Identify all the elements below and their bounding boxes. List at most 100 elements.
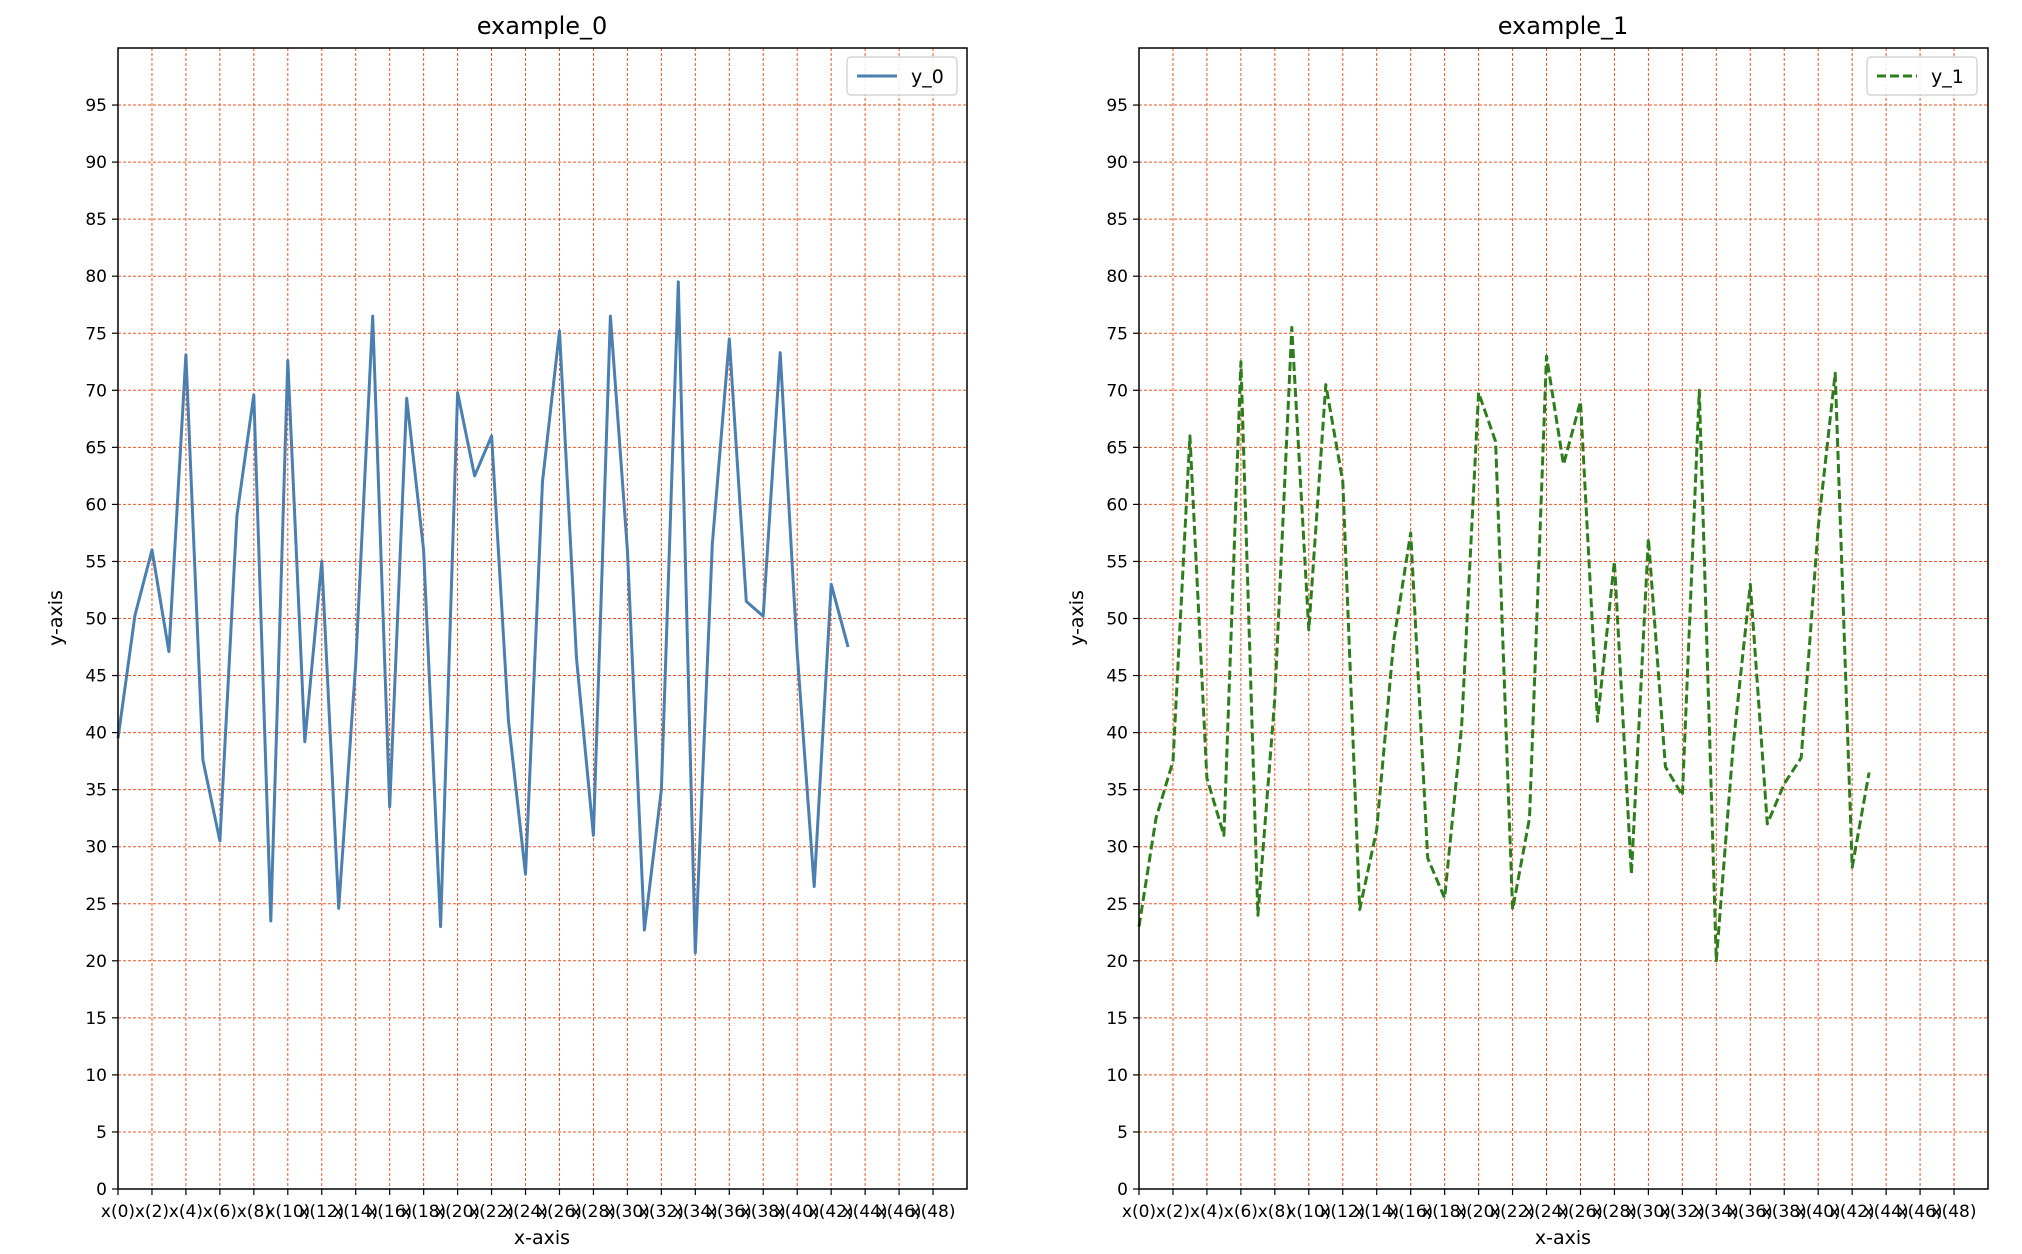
x-tick-label: x(10) xyxy=(1286,1202,1331,1222)
x-tick-label: x(4) xyxy=(169,1202,203,1222)
y-tick-label: 50 xyxy=(1106,610,1128,630)
y-axis-label: y-axis xyxy=(45,590,67,646)
x-tick-label: x(40) xyxy=(1796,1202,1841,1222)
y-tick-label: 40 xyxy=(1106,724,1128,744)
x-tick-label: x(36) xyxy=(1728,1202,1773,1222)
x-tick-label: x(40) xyxy=(775,1202,820,1222)
y-axis-ticks: 0 5 10 15 20 25 30 35 40 45 50 55 60 65 70 75 80 85 90 95 xyxy=(85,96,118,1200)
grid xyxy=(1139,48,1988,1189)
y-tick-label: 5 xyxy=(96,1123,107,1143)
legend: y_1 xyxy=(1866,56,1978,96)
x-tick-label: x(42) xyxy=(809,1202,854,1222)
legend-label: y_1 xyxy=(1931,66,1964,88)
y-tick-label: 5 xyxy=(1117,1123,1128,1143)
y-tick-label: 50 xyxy=(85,610,107,630)
y-tick-label: 55 xyxy=(1106,552,1128,572)
x-tick-label: x(32) xyxy=(639,1202,684,1222)
legend-label: y_0 xyxy=(911,66,944,88)
series-lines xyxy=(116,280,850,955)
y-tick-label: 75 xyxy=(1106,324,1128,344)
x-tick-label: x(30) xyxy=(1626,1202,1671,1222)
x-tick-label: x(22) xyxy=(1490,1202,1535,1222)
x-tick-label: x(36) xyxy=(707,1202,752,1222)
y-tick-label: 45 xyxy=(1106,667,1128,687)
x-tick-label: x(6) xyxy=(203,1202,237,1222)
x-axis-ticks: x(0) x(2) x(4) x(6) x(8)x(10)x(12)x(14)x(16)… xyxy=(101,1189,956,1222)
x-tick-label: x(8) xyxy=(237,1202,271,1222)
y-tick-label: 65 xyxy=(85,438,107,458)
y-tick-label: 70 xyxy=(1106,381,1128,401)
x-tick-label: x(42) xyxy=(1830,1202,1875,1222)
chart-title: example_0 xyxy=(477,12,608,40)
axes-frame xyxy=(117,47,968,1190)
x-tick-label: x(18) xyxy=(1422,1202,1467,1222)
x-tick-label: x(14) xyxy=(1354,1202,1399,1222)
y-axis-label: y-axis xyxy=(1066,590,1088,646)
series-lines xyxy=(1137,326,1871,963)
x-tick-label: x(0) xyxy=(101,1202,135,1222)
y-tick-label: 15 xyxy=(85,1009,107,1029)
x-tick-label: x(10) xyxy=(265,1202,310,1222)
x-tick-label: x(46) xyxy=(1898,1202,1943,1222)
x-tick-label: x(2) xyxy=(1156,1202,1190,1222)
legend-box xyxy=(846,56,958,96)
x-tick-label: x(26) xyxy=(1558,1202,1603,1222)
y-tick-label: 80 xyxy=(85,267,107,287)
x-tick-label: x(0) xyxy=(1122,1202,1156,1222)
y-tick-label: 40 xyxy=(85,724,107,744)
y-tick-label: 10 xyxy=(1106,1066,1128,1086)
legend: y_0 xyxy=(846,56,958,96)
x-tick-label: x(2) xyxy=(135,1202,169,1222)
y-tick-label: 90 xyxy=(85,153,107,173)
x-tick-label: x(4) xyxy=(1190,1202,1224,1222)
x-tick-label: x(38) xyxy=(741,1202,786,1222)
x-tick-label: x(20) xyxy=(435,1202,480,1222)
y-tick-label: 25 xyxy=(85,895,107,915)
y-tick-label: 95 xyxy=(85,96,107,116)
y-tick-label: 95 xyxy=(1106,96,1128,116)
x-tick-label: x(16) xyxy=(1388,1202,1433,1222)
y-tick-label: 35 xyxy=(1106,781,1128,801)
legend-box xyxy=(1866,56,1978,96)
y-tick-label: 85 xyxy=(1106,210,1128,230)
y-tick-label: 90 xyxy=(1106,153,1128,173)
y-axis-ticks: 0 5 10 15 20 25 30 35 40 45 50 55 60 65 70 75 80 85 90 95 xyxy=(1106,96,1139,1200)
y-tick-label: 75 xyxy=(85,324,107,344)
y-tick-label: 15 xyxy=(1106,1009,1128,1029)
x-axis-label: x-axis xyxy=(514,1227,570,1249)
chart-example-1: example_1 x-axis y-axis 0 5 10 15 20 25 30 35 40… xyxy=(1066,12,1989,1249)
series-line-y_1 xyxy=(1137,326,1871,963)
x-tick-label: x(28) xyxy=(1592,1202,1637,1222)
x-tick-label: x(32) xyxy=(1660,1202,1705,1222)
x-tick-label: x(24) xyxy=(503,1202,548,1222)
x-tick-label: x(18) xyxy=(401,1202,446,1222)
y-tick-label: 70 xyxy=(85,381,107,401)
axes-frame xyxy=(1138,47,1989,1190)
grid xyxy=(118,48,967,1189)
x-tick-label: x(8) xyxy=(1258,1202,1292,1222)
y-tick-label: 0 xyxy=(96,1180,107,1200)
y-tick-label: 45 xyxy=(85,667,107,687)
x-tick-label: x(30) xyxy=(605,1202,650,1222)
series-line-y_0 xyxy=(116,280,850,955)
x-tick-label: x(46) xyxy=(877,1202,922,1222)
y-tick-label: 35 xyxy=(85,781,107,801)
y-tick-label: 10 xyxy=(85,1066,107,1086)
y-tick-label: 0 xyxy=(1117,1180,1128,1200)
chart-title: example_1 xyxy=(1498,12,1629,40)
y-tick-label: 80 xyxy=(1106,267,1128,287)
x-tick-label: x(14) xyxy=(333,1202,378,1222)
x-tick-label: x(44) xyxy=(843,1202,888,1222)
y-tick-label: 30 xyxy=(1106,838,1128,858)
x-tick-label: x(48) xyxy=(911,1202,956,1222)
x-axis-ticks: x(0) x(2) x(4) x(6) x(8)x(10)x(12)x(14)x(16)… xyxy=(1122,1189,1977,1222)
y-tick-label: 20 xyxy=(85,952,107,972)
x-tick-label: x(22) xyxy=(469,1202,514,1222)
y-tick-label: 25 xyxy=(1106,895,1128,915)
y-tick-label: 60 xyxy=(85,495,107,515)
x-tick-label: x(16) xyxy=(367,1202,412,1222)
x-tick-label: x(12) xyxy=(299,1202,344,1222)
y-tick-label: 20 xyxy=(1106,952,1128,972)
x-tick-label: x(26) xyxy=(537,1202,582,1222)
